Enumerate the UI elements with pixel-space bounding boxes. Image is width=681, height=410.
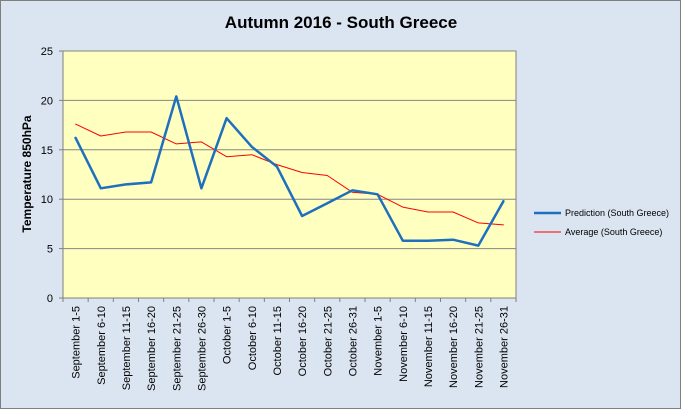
x-tick-label: October 11-15	[272, 306, 284, 376]
x-tick-label: October 21-25	[322, 306, 334, 376]
legend: Prediction (South Greece) Average (South…	[534, 208, 669, 237]
y-tick-label: 0	[47, 293, 53, 305]
series-lines	[74, 95, 505, 247]
x-tick-label: September 11-15	[121, 306, 133, 390]
x-tick-label: September 6-10	[96, 306, 108, 385]
x-tick-label: October 1-5	[222, 306, 234, 364]
x-tick-label: October 6-10	[247, 306, 259, 370]
y-tick-label: 10	[41, 194, 53, 206]
x-tick-label: September 21-25	[171, 306, 183, 391]
x-tick-label: September 26-30	[196, 306, 208, 391]
x-tick-label: September 1-5	[71, 306, 83, 379]
x-tick-label: November 16-20	[448, 306, 460, 388]
y-tick-label: 5	[47, 244, 53, 256]
series-line-prediction	[74, 95, 505, 247]
y-axis-title: Temperature 850hPa	[20, 115, 34, 232]
plot-area	[62, 50, 517, 299]
chart-title: Autumn 2016 - South Greece	[225, 13, 457, 32]
x-tick-label: November 6-10	[398, 306, 410, 382]
y-tick-label: 15	[41, 145, 53, 157]
x-tick-label: October 26-31	[347, 306, 359, 376]
x-tick-label: October 16-20	[297, 306, 309, 376]
x-tick-label: September 16-20	[146, 306, 158, 391]
x-axis-ticks: September 1-5 September 6-10 September 11-…	[62, 298, 517, 391]
y-axis-ticks: 0 5 10 15 20 25	[41, 46, 63, 305]
legend-label-prediction: Prediction (South Greece)	[565, 208, 669, 218]
y-tick-label: 20	[41, 95, 53, 107]
x-tick-label: November 11-15	[423, 306, 435, 387]
x-tick-label: November 21-25	[473, 306, 485, 388]
x-tick-label: November 26-31	[498, 306, 510, 388]
legend-label-average: Average (South Greece)	[565, 227, 662, 237]
series-line-average	[75, 123, 504, 226]
x-tick-label: November 1-5	[373, 306, 385, 376]
grid-lines	[63, 50, 516, 250]
y-tick-label: 25	[41, 46, 53, 58]
